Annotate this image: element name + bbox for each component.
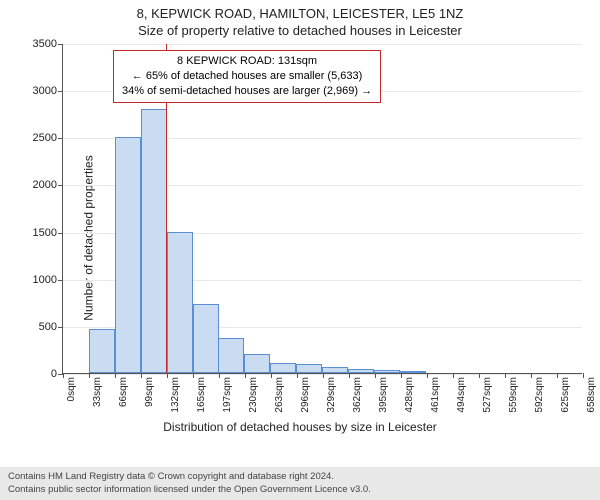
annotation-box: 8 KEPWICK ROAD: 131sqm← 65% of detached …	[113, 50, 381, 103]
x-tick-label: 362sqm	[352, 377, 363, 413]
y-tick	[58, 233, 63, 234]
x-tick	[193, 373, 194, 378]
y-tick-label: 1000	[33, 274, 57, 286]
footer-line2: Contains public sector information licen…	[8, 484, 592, 496]
histogram-bar	[296, 364, 322, 373]
x-tick-label: 230sqm	[248, 377, 259, 413]
x-tick-label: 658sqm	[586, 377, 597, 413]
y-tick-label: 500	[39, 321, 57, 333]
histogram-bar	[141, 109, 167, 373]
x-tick	[375, 373, 376, 378]
x-tick	[89, 373, 90, 378]
plot-area: 05001000150020002500300035000sqm33sqm66s…	[62, 44, 582, 374]
x-tick-label: 329sqm	[326, 377, 337, 413]
y-tick-label: 0	[51, 368, 57, 380]
x-tick-label: 592sqm	[534, 377, 545, 413]
x-tick	[323, 373, 324, 378]
x-tick-label: 165sqm	[196, 377, 207, 413]
x-tick	[557, 373, 558, 378]
x-tick	[583, 373, 584, 378]
y-tick-label: 2000	[33, 179, 57, 191]
y-tick	[58, 327, 63, 328]
page-title-line2: Size of property relative to detached ho…	[0, 21, 600, 38]
x-tick-label: 395sqm	[378, 377, 389, 413]
chart-container: Number of detached properties 0500100015…	[0, 38, 600, 438]
x-tick	[167, 373, 168, 378]
y-tick	[58, 91, 63, 92]
histogram-bar	[374, 370, 400, 373]
histogram-bar	[400, 371, 426, 373]
x-tick-label: 197sqm	[222, 377, 233, 413]
x-tick	[141, 373, 142, 378]
x-tick-label: 527sqm	[482, 377, 493, 413]
x-tick	[401, 373, 402, 378]
annotation-line: 8 KEPWICK ROAD: 131sqm	[122, 54, 372, 69]
x-tick	[479, 373, 480, 378]
y-tick-label: 1500	[33, 227, 57, 239]
x-axis-label: Distribution of detached houses by size …	[0, 420, 600, 434]
x-tick-label: 559sqm	[508, 377, 519, 413]
y-tick	[58, 44, 63, 45]
footer: Contains HM Land Registry data © Crown c…	[0, 467, 600, 500]
x-tick	[453, 373, 454, 378]
annotation-line: 34% of semi-detached houses are larger (…	[122, 84, 372, 99]
x-tick	[505, 373, 506, 378]
x-tick-label: 625sqm	[560, 377, 571, 413]
x-tick-label: 461sqm	[430, 377, 441, 413]
histogram-bar	[270, 363, 296, 373]
x-tick-label: 494sqm	[456, 377, 467, 413]
x-tick-label: 132sqm	[170, 377, 181, 413]
histogram-bar	[115, 137, 141, 373]
x-tick	[245, 373, 246, 378]
histogram-bar	[193, 304, 219, 373]
footer-line1: Contains HM Land Registry data © Crown c…	[8, 471, 592, 483]
x-tick	[297, 373, 298, 378]
y-tick-label: 3000	[33, 85, 57, 97]
x-tick-label: 99sqm	[144, 377, 155, 407]
histogram-bar	[167, 232, 193, 373]
y-tick-label: 3500	[33, 38, 57, 50]
x-tick	[271, 373, 272, 378]
gridline	[63, 44, 582, 45]
histogram-bar	[89, 329, 115, 373]
annotation-line: ← 65% of detached houses are smaller (5,…	[122, 69, 372, 84]
x-tick	[531, 373, 532, 378]
histogram-bar	[218, 338, 244, 373]
histogram-bar	[348, 369, 374, 373]
x-tick	[115, 373, 116, 378]
y-tick	[58, 138, 63, 139]
x-tick-label: 263sqm	[274, 377, 285, 413]
x-tick-label: 296sqm	[300, 377, 311, 413]
x-tick	[63, 373, 64, 378]
x-tick	[219, 373, 220, 378]
y-tick	[58, 280, 63, 281]
x-tick	[427, 373, 428, 378]
x-tick-label: 33sqm	[92, 377, 103, 407]
x-tick-label: 428sqm	[404, 377, 415, 413]
x-tick	[349, 373, 350, 378]
y-tick	[58, 185, 63, 186]
histogram-bar	[244, 354, 270, 373]
x-tick-label: 66sqm	[118, 377, 129, 407]
x-tick-label: 0sqm	[66, 377, 77, 401]
histogram-bar	[322, 367, 348, 373]
page-title-line1: 8, KEPWICK ROAD, HAMILTON, LEICESTER, LE…	[0, 0, 600, 21]
y-tick-label: 2500	[33, 132, 57, 144]
